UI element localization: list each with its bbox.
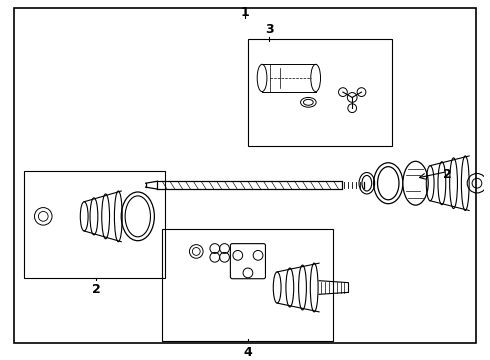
Text: 2: 2 bbox=[443, 168, 452, 181]
Text: 4: 4 bbox=[244, 346, 252, 359]
Bar bbox=[24, 171, 165, 278]
Circle shape bbox=[347, 93, 357, 102]
Circle shape bbox=[253, 251, 263, 260]
Ellipse shape bbox=[403, 161, 428, 205]
Bar bbox=[248, 39, 392, 146]
Text: 2: 2 bbox=[92, 283, 100, 296]
Text: 3: 3 bbox=[265, 23, 274, 36]
FancyBboxPatch shape bbox=[230, 244, 266, 279]
Circle shape bbox=[233, 251, 243, 260]
Circle shape bbox=[357, 88, 366, 96]
Circle shape bbox=[339, 88, 347, 96]
Circle shape bbox=[348, 104, 357, 113]
Bar bbox=[162, 229, 333, 341]
Text: 1: 1 bbox=[241, 6, 249, 19]
Circle shape bbox=[243, 268, 253, 278]
